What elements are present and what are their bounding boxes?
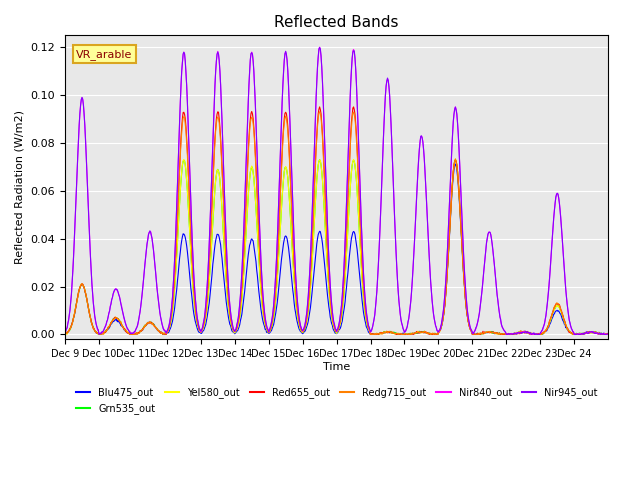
Nir945_out [225, 283, 232, 289]
Red655_out [225, 301, 233, 307]
Nir840_out [604, 331, 611, 337]
Yel580_out [125, 330, 132, 336]
Yel580_out [273, 287, 280, 292]
X-axis label: Time: Time [323, 362, 350, 372]
Grn535_out [125, 331, 132, 336]
Redg715_out [604, 332, 611, 337]
Line: Redg715_out: Redg715_out [65, 112, 607, 335]
Grn535_out [393, 331, 401, 337]
Nir945_out [423, 212, 431, 217]
Yel580_out [349, 156, 357, 162]
Blu475_out [423, 330, 431, 336]
Nir840_out [125, 328, 132, 334]
Grn535_out [127, 332, 134, 337]
Nir840_out [61, 329, 69, 335]
Text: VR_arable: VR_arable [76, 48, 132, 60]
Red655_out [61, 330, 69, 336]
Blu475_out [273, 305, 280, 311]
Nir840_out [252, 99, 259, 105]
Nir945_out [272, 271, 280, 276]
Redg715_out [252, 168, 260, 173]
Line: Nir945_out: Nir945_out [65, 48, 607, 335]
Line: Nir840_out: Nir840_out [65, 47, 607, 335]
Blu475_out [225, 318, 233, 324]
Redg715_out [225, 301, 233, 307]
Yel580_out [394, 331, 401, 337]
Red655_out [252, 162, 260, 168]
Nir840_out [502, 332, 510, 337]
Blu475_out [452, 161, 460, 167]
Line: Red655_out: Red655_out [65, 107, 607, 335]
Grn535_out [61, 331, 69, 337]
Nir945_out [393, 263, 401, 268]
Nir945_out [125, 328, 132, 334]
Nir840_out [272, 270, 280, 276]
Yel580_out [252, 205, 260, 211]
Yel580_out [225, 309, 233, 315]
Nir945_out [316, 45, 323, 50]
Blu475_out [125, 330, 133, 336]
Red655_out [96, 332, 104, 337]
Redg715_out [394, 331, 401, 336]
Grn535_out [423, 330, 431, 336]
Redg715_out [424, 331, 431, 336]
Nir840_out [423, 211, 431, 217]
Blu475_out [252, 259, 260, 264]
Nir945_out [502, 332, 510, 337]
Red655_out [604, 331, 611, 336]
Nir840_out [225, 283, 232, 289]
Grn535_out [452, 157, 460, 163]
Redg715_out [125, 331, 133, 336]
Y-axis label: Reflected Radiation (W/m2): Reflected Radiation (W/m2) [15, 110, 25, 264]
Legend: Blu475_out, Grn535_out, Yel580_out, Red655_out, Redg715_out, Nir840_out, Nir945_: Blu475_out, Grn535_out, Yel580_out, Red6… [72, 384, 602, 418]
Grn535_out [252, 205, 260, 211]
Red655_out [273, 273, 280, 278]
Line: Yel580_out: Yel580_out [65, 159, 607, 335]
Nir945_out [61, 329, 69, 335]
Yel580_out [424, 330, 431, 336]
Red655_out [394, 331, 401, 337]
Blu475_out [61, 331, 69, 336]
Nir840_out [393, 264, 401, 269]
Title: Reflected Bands: Reflected Bands [275, 15, 399, 30]
Grn535_out [273, 286, 280, 292]
Nir945_out [252, 99, 259, 105]
Yel580_out [61, 331, 69, 336]
Line: Grn535_out: Grn535_out [65, 160, 607, 335]
Line: Blu475_out: Blu475_out [65, 164, 607, 335]
Red655_out [424, 330, 431, 336]
Yel580_out [604, 331, 611, 337]
Red655_out [125, 331, 133, 337]
Grn535_out [604, 332, 611, 337]
Redg715_out [273, 274, 280, 280]
Redg715_out [61, 331, 69, 336]
Red655_out [349, 104, 357, 110]
Blu475_out [393, 331, 401, 337]
Nir945_out [604, 331, 611, 337]
Nir840_out [316, 44, 323, 50]
Redg715_out [316, 109, 323, 115]
Yel580_out [129, 332, 136, 337]
Blu475_out [604, 331, 611, 336]
Redg715_out [95, 332, 103, 337]
Grn535_out [225, 309, 233, 314]
Blu475_out [96, 332, 104, 337]
